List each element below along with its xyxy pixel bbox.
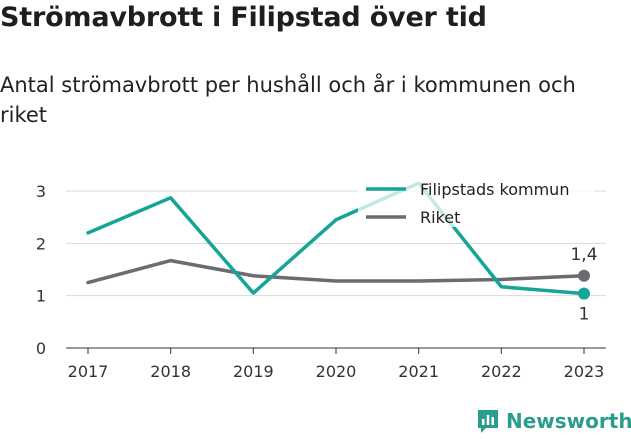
x-tick-label: 2017 [68, 362, 109, 381]
end-marker-riket [578, 269, 590, 282]
brand-logo: Newsworthy [476, 408, 631, 434]
series-line-kommun [86, 181, 586, 296]
end-label-kommun: 1 [579, 305, 590, 325]
legend-label: Filipstads kommun [420, 180, 569, 199]
x-tick-label: 2018 [150, 362, 191, 381]
chart-title: Strömavbrott i Filipstad över tid [0, 2, 487, 33]
end-label-riket: 1,4 [570, 245, 597, 265]
x-tick-label: 2020 [316, 362, 357, 381]
x-tick-label: 2022 [481, 362, 522, 381]
series-line-riket [86, 258, 586, 285]
newsworthy-logo-icon [478, 410, 498, 433]
chart-subtitle: Antal strömavbrott per hushåll och år i … [0, 73, 576, 127]
x-tick-label: 2023 [564, 362, 605, 381]
x-tick-label: 2019 [233, 362, 274, 381]
y-tick-label: 1 [36, 287, 46, 306]
end-marker-kommun [578, 287, 590, 300]
y-tick-label: 3 [36, 182, 46, 201]
x-tick-label: 2021 [398, 362, 439, 381]
brand-name: Newsworthy [506, 409, 631, 433]
legend-label: Riket [420, 208, 460, 227]
y-tick-label: 2 [36, 234, 46, 253]
y-tick-label: 0 [36, 339, 46, 358]
